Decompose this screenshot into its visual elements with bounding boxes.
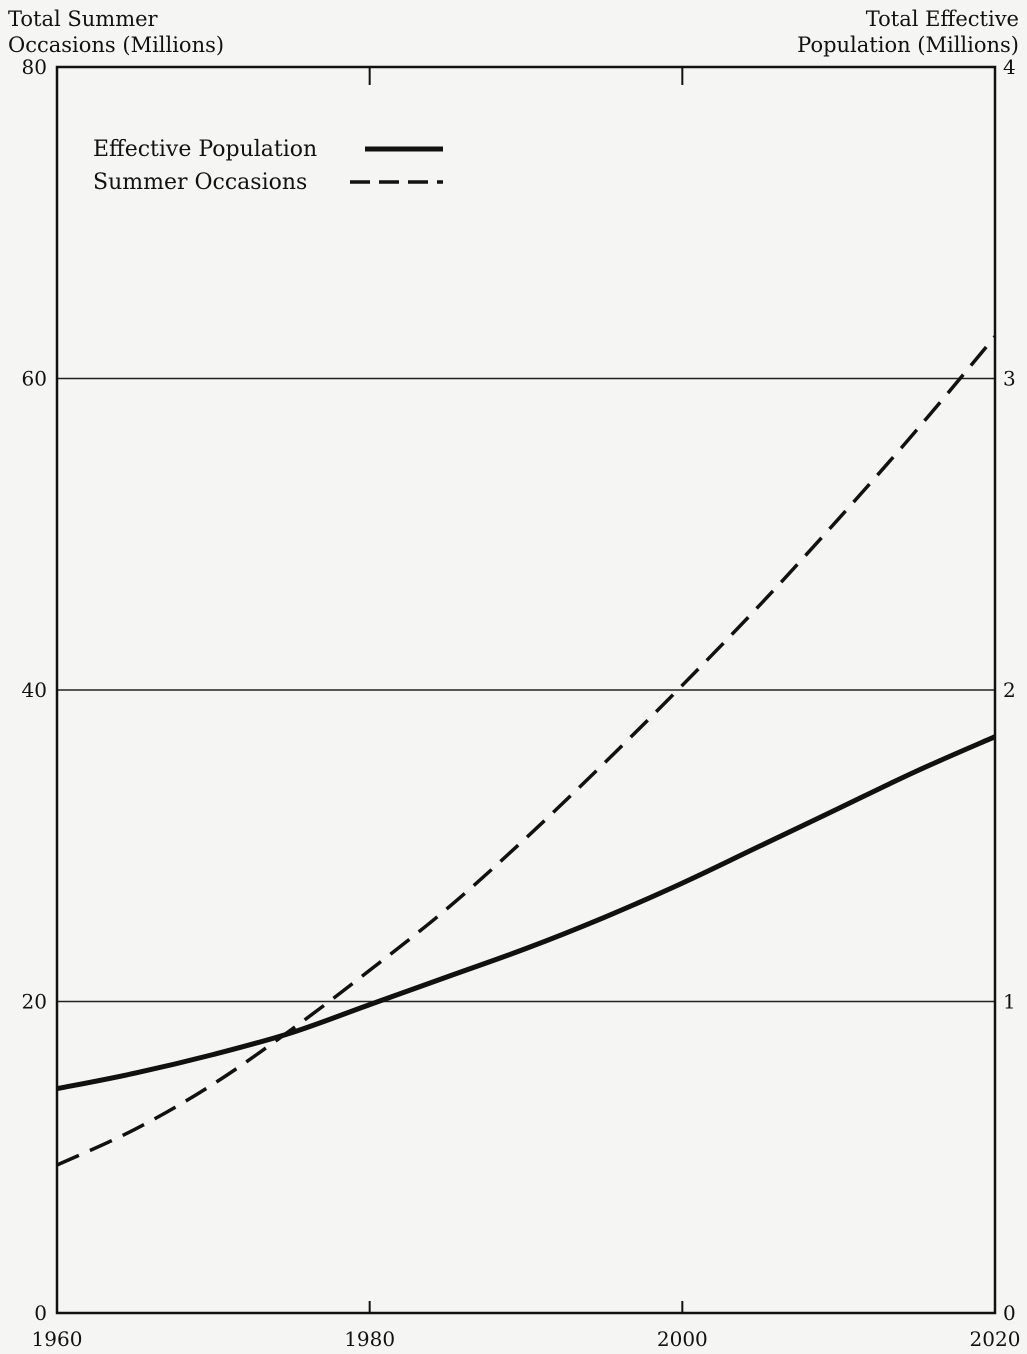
y-right-tick-label: 2: [1003, 678, 1016, 702]
x-tick-label: 1960: [32, 1327, 83, 1351]
left-axis-title-line1: Total Summer: [8, 7, 158, 31]
tick-marks: [56, 67, 996, 1313]
series-lines: [56, 335, 997, 1167]
y-left-tick-label: 20: [22, 990, 47, 1014]
y-left-tick-label: 0: [34, 1301, 47, 1325]
right-axis-title: Total Effective Population (Millions): [797, 6, 1019, 58]
y-left-tick-label: 40: [22, 678, 47, 702]
x-tick-label: 2000: [657, 1327, 708, 1351]
summer-occasions-line: [56, 335, 997, 1167]
y-right-tick-label: 3: [1003, 367, 1016, 391]
effective-population-line: [56, 734, 997, 1092]
y-right-tick-label: 1: [1003, 990, 1016, 1014]
y-right-tick-label: 0: [1003, 1301, 1016, 1325]
tick-labels: 0 20 40 60 80 0 1 2 3 4 1960 1980 2000 2020: [22, 55, 1021, 1351]
legend-label: Effective Population: [93, 137, 317, 162]
right-axis-title-line1: Total Effective: [865, 7, 1019, 31]
legend: Effective Population Summer Occasions: [93, 137, 443, 195]
y-right-tick-label: 4: [1003, 55, 1016, 79]
left-axis-title: Total Summer Occasions (Millions): [8, 6, 224, 58]
x-tick-label: 2020: [970, 1327, 1021, 1351]
gridlines: [57, 377, 995, 1003]
y-left-tick-label: 80: [22, 55, 47, 79]
plot-frame: [55, 65, 997, 1315]
left-axis-title-line2: Occasions (Millions): [8, 33, 225, 57]
x-tick-label: 1980: [344, 1327, 395, 1351]
y-left-tick-label: 60: [22, 367, 47, 391]
right-axis-title-line2: Population (Millions): [797, 33, 1019, 57]
legend-label: Summer Occasions: [93, 170, 307, 195]
